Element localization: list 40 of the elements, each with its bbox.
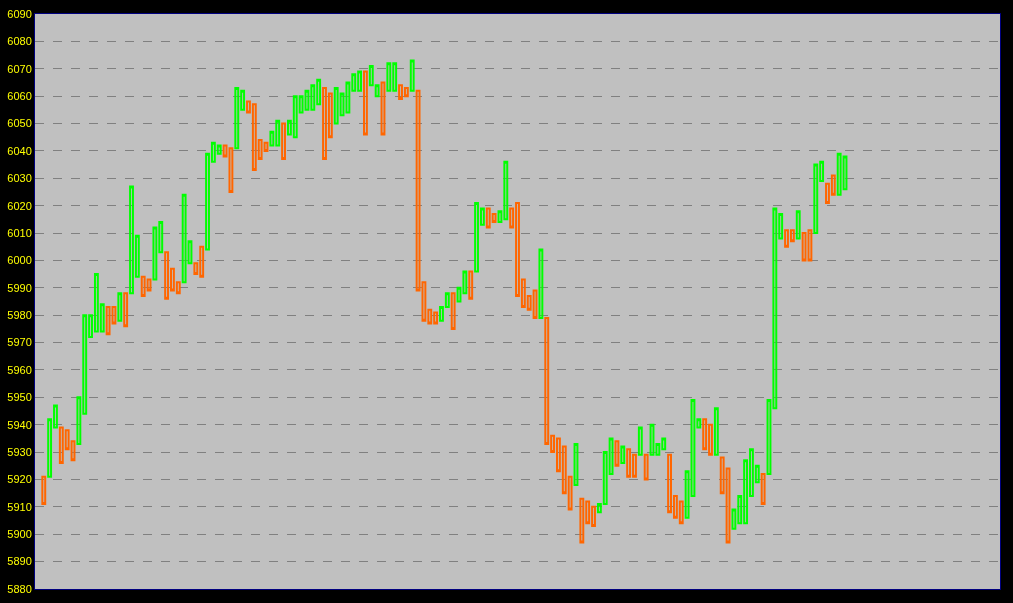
y-tick-label: 6050 [7, 117, 32, 130]
y-tick-label: 6080 [7, 35, 32, 48]
y-tick-label: 5990 [7, 281, 32, 294]
y-tick-label: 6040 [7, 144, 32, 157]
candlestick [409, 59, 415, 92]
candlestick [614, 440, 620, 467]
candlestick [573, 442, 579, 486]
y-tick-label: 5960 [7, 363, 32, 376]
y-tick-label: 6060 [7, 89, 32, 102]
y-tick-label: 5980 [7, 309, 32, 322]
y-tick-label: 5920 [7, 473, 32, 486]
y-tick-label: 5890 [7, 555, 32, 568]
candlestick [380, 81, 386, 136]
y-tick-label: 6090 [7, 7, 32, 20]
y-tick-label: 5930 [7, 445, 32, 458]
y-tick-label: 5880 [7, 582, 32, 595]
candlestick [41, 475, 47, 506]
candlestick [713, 407, 719, 456]
y-tick-label: 6020 [7, 199, 32, 212]
y-tick-label: 5910 [7, 500, 32, 513]
y-tick-label: 6030 [7, 172, 32, 185]
candlestick [123, 292, 129, 328]
y-tick-label: 6000 [7, 254, 32, 267]
y-tick-label: 5900 [7, 528, 32, 541]
y-tick-label: 5950 [7, 391, 32, 404]
candlestick [538, 248, 544, 319]
candlestick [795, 210, 801, 240]
candlestick [468, 270, 474, 300]
candlestick [620, 445, 626, 465]
candlestick [281, 122, 286, 161]
y-tick-label: 6010 [7, 226, 32, 239]
candlestick [363, 70, 368, 136]
candlestick [117, 292, 123, 322]
candlestick [637, 426, 643, 456]
candlestick [643, 453, 649, 481]
candlestick [450, 292, 456, 330]
y-tick-label: 5940 [7, 418, 32, 431]
y-tick-label: 6070 [7, 62, 32, 75]
candlestick [760, 473, 766, 506]
y-tick-label: 5970 [7, 336, 32, 349]
